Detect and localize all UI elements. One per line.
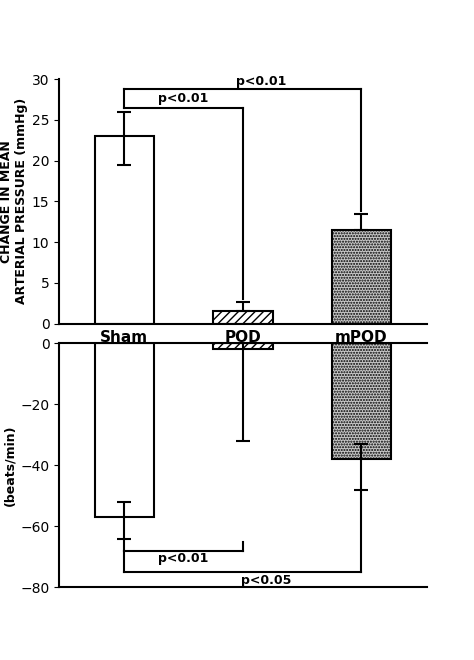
Bar <box>213 343 273 349</box>
Bar <box>95 136 154 323</box>
Y-axis label: CHANGE IN MEAN
ARTERIAL PRESSURE (mmHg): CHANGE IN MEAN ARTERIAL PRESSURE (mmHg) <box>0 98 28 304</box>
Bar <box>213 312 273 323</box>
Y-axis label: CHANGE IN HEART RATE
(beats/min): CHANGE IN HEART RATE (beats/min) <box>0 381 16 549</box>
Text: p<0.05: p<0.05 <box>241 574 292 587</box>
Bar <box>332 343 391 459</box>
Bar <box>95 343 154 517</box>
Bar <box>332 230 391 323</box>
Text: p<0.01: p<0.01 <box>158 552 209 565</box>
Text: p<0.01: p<0.01 <box>236 75 286 88</box>
Text: p<0.01: p<0.01 <box>158 92 209 105</box>
